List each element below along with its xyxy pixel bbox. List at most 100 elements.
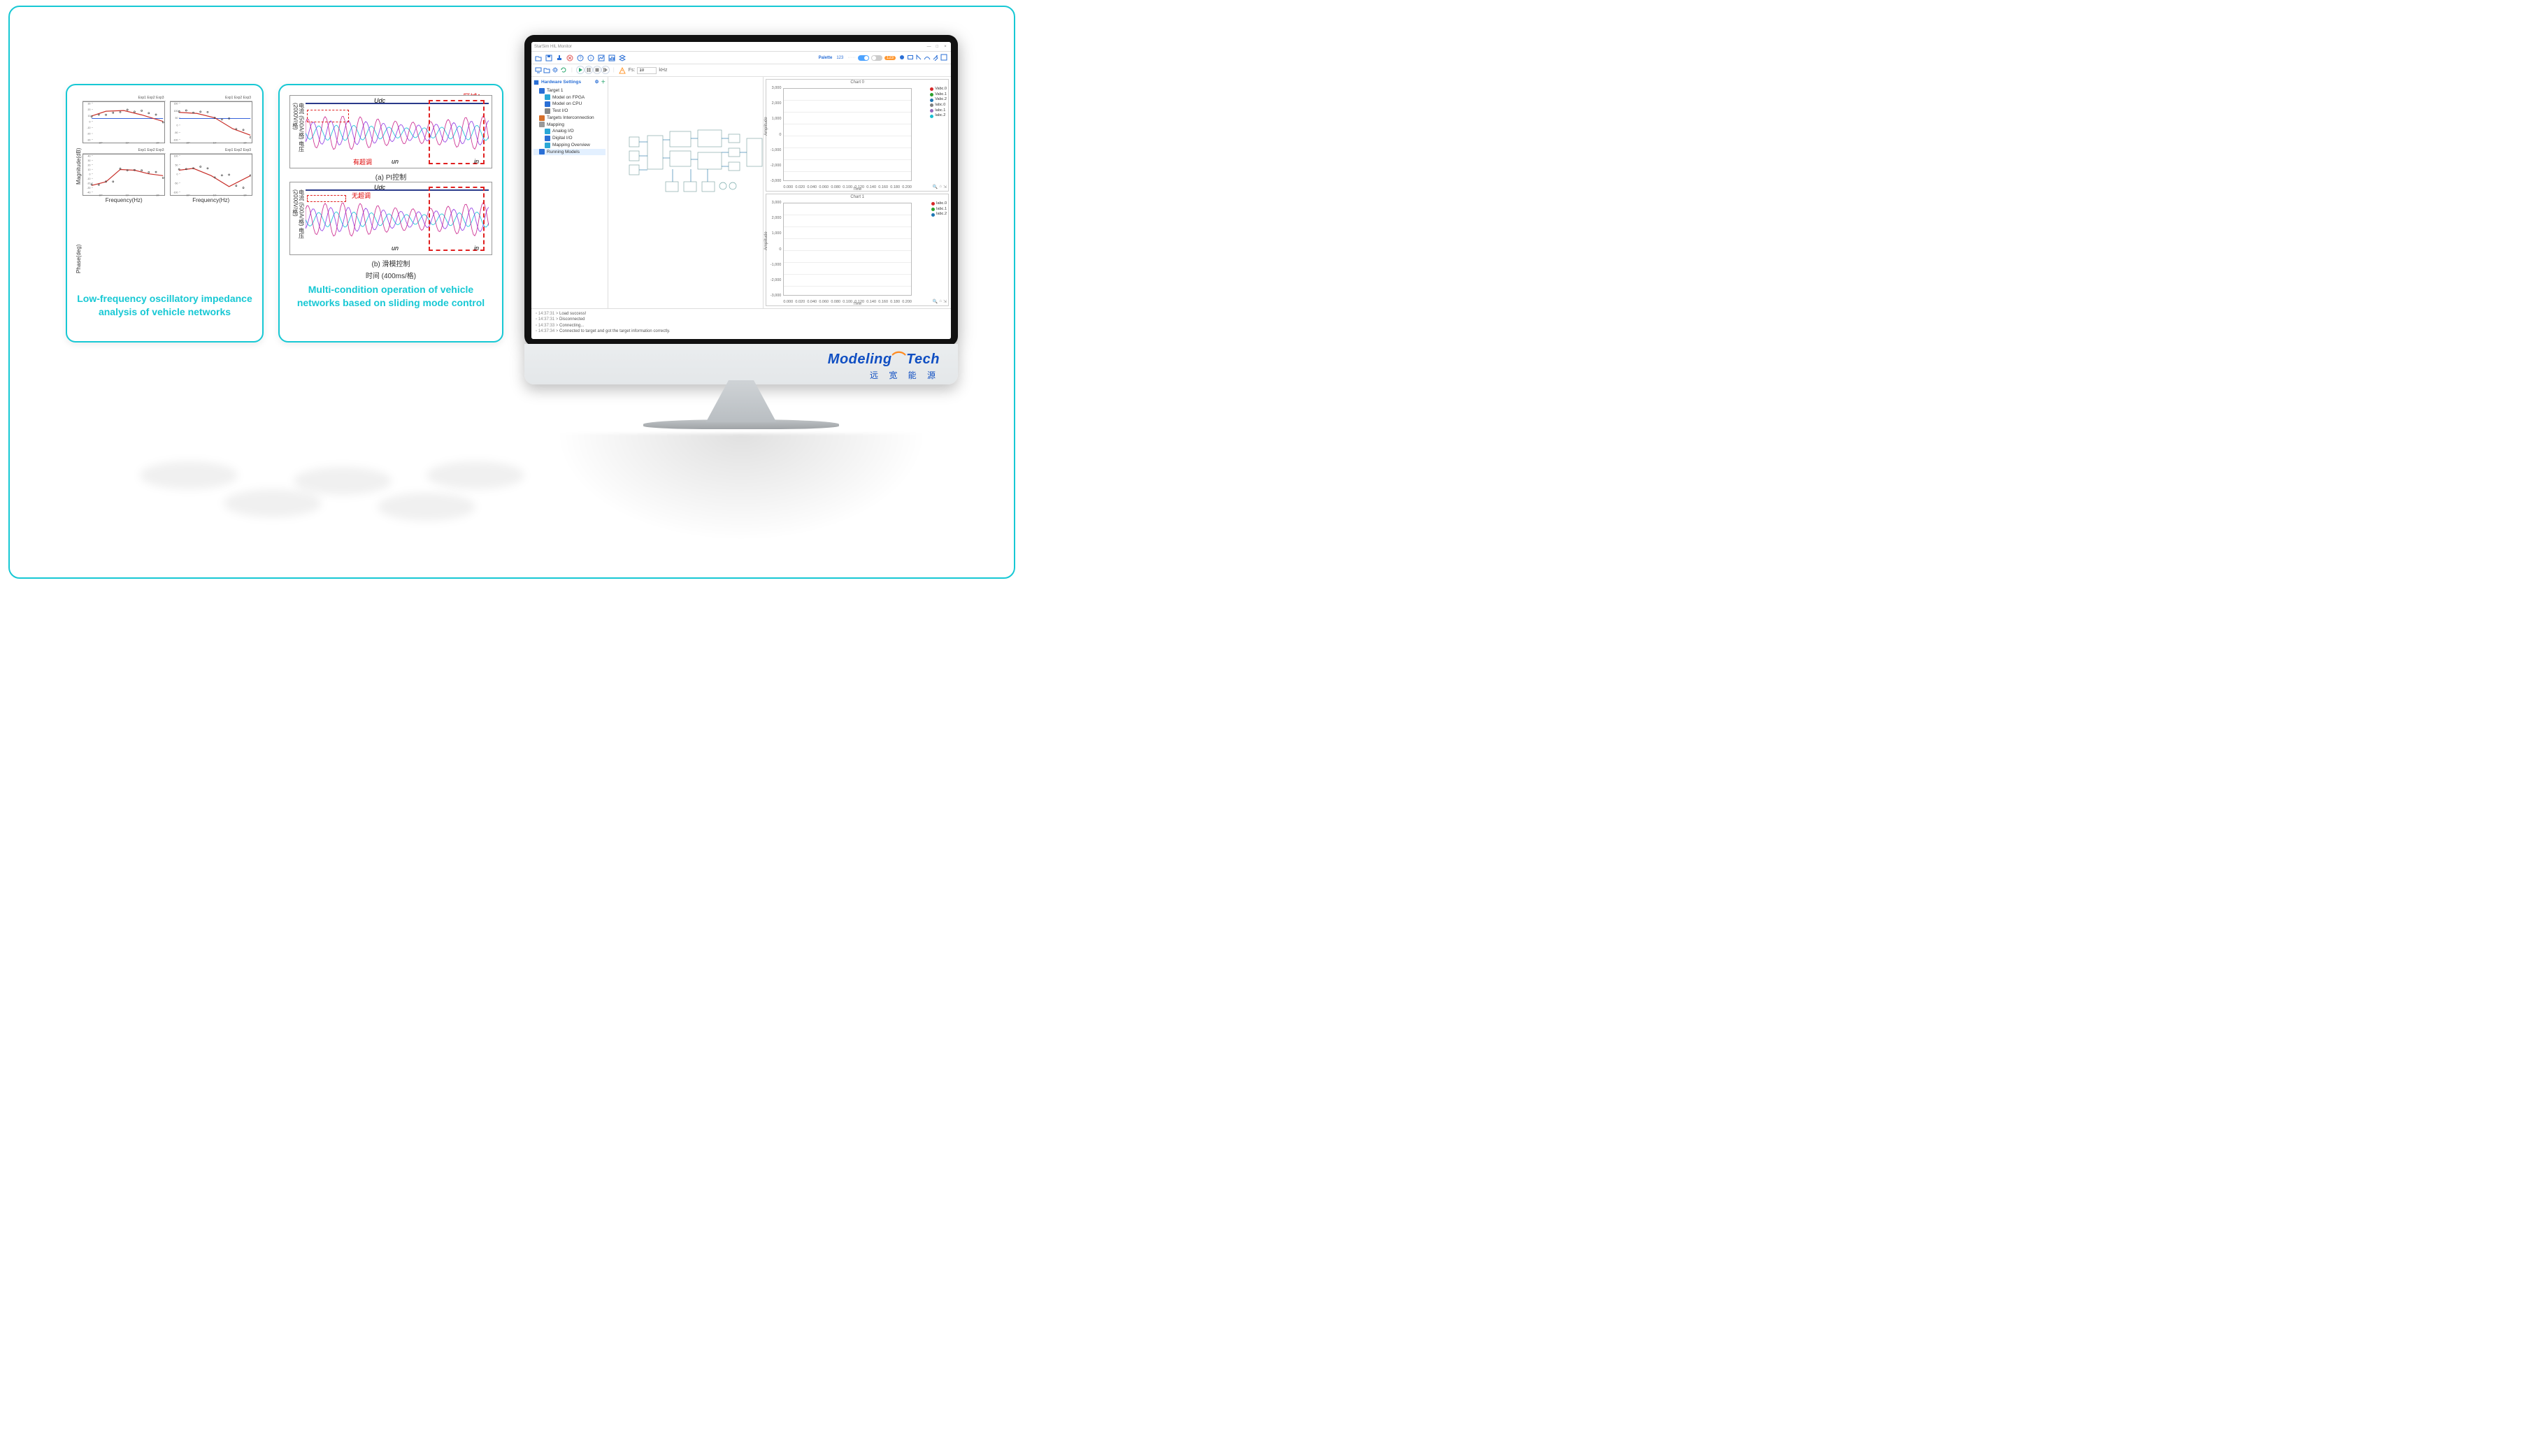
pause-icon[interactable] <box>585 66 593 74</box>
stamp-icon[interactable] <box>555 54 564 62</box>
annotate-icon[interactable] <box>931 53 940 62</box>
secondary-toolbar: | | Fs: kHz <box>531 64 951 77</box>
tree-item-mapping[interactable]: Mapping <box>533 122 606 129</box>
window-titlebar[interactable]: StarSim HIL Monitor — □ × <box>531 42 951 52</box>
main-area: Hardware Settings ⚙ ＋ Target 1Model on F… <box>531 77 951 308</box>
shadow-smudge <box>427 461 524 489</box>
scope-xlabel: Time <box>853 187 861 192</box>
warning-icon[interactable] <box>618 66 626 75</box>
console-log[interactable]: ▫ 14:37:31 > Load success!▫ 14:37:31 > D… <box>531 308 951 339</box>
scope-plot-area[interactable] <box>783 203 912 296</box>
legend-item[interactable]: Vabc.0 <box>930 87 947 92</box>
udc-label-b: Udc <box>374 184 385 191</box>
window-close-icon[interactable]: × <box>943 45 948 49</box>
yaxis-a: 电流 (500A/格) 电压 (2000V/格) <box>292 103 304 168</box>
chart-alt-icon[interactable] <box>608 54 616 62</box>
legend-item[interactable]: Iabc.2 <box>931 212 947 217</box>
scope-controls[interactable]: 🔍⌂⇲ <box>933 299 947 304</box>
legend-item[interactable]: Vabc.1 <box>930 92 947 98</box>
window-maximize-icon[interactable]: □ <box>934 45 940 49</box>
rect-icon[interactable] <box>906 53 915 62</box>
tree-gear-icon[interactable]: ⚙ <box>595 79 599 86</box>
maximize-icon[interactable] <box>940 53 948 62</box>
main-toolbar: ?i Palette 123 ····· 123 <box>531 52 951 64</box>
analog-icon <box>545 129 550 134</box>
svg-text:30: 30 <box>88 102 91 105</box>
layers-icon[interactable] <box>618 54 626 62</box>
gear-icon[interactable] <box>551 66 559 74</box>
legend-item[interactable]: Iabc.0 <box>930 103 947 108</box>
svg-text:10: 10 <box>88 115 91 117</box>
folder-icon[interactable] <box>543 66 551 74</box>
console-message: Connected to target and got the target i… <box>559 329 670 333</box>
tree-item-model-on-fpga[interactable]: Model on FPGA <box>533 94 606 101</box>
open-icon[interactable] <box>534 54 543 62</box>
digital-icon <box>545 136 550 141</box>
region-box-b <box>429 187 485 251</box>
fs-input[interactable] <box>637 67 657 74</box>
toolbar-divider: | <box>571 68 573 73</box>
save-icon[interactable] <box>545 54 553 62</box>
console-timestamp: ▫ 14:37:31 > <box>536 317 559 322</box>
toggle-switch-1[interactable] <box>858 55 869 61</box>
legend-item[interactable]: Iabc.2 <box>930 113 947 119</box>
dot-icon[interactable] <box>898 53 906 62</box>
link-icon <box>539 115 545 121</box>
svg-text:-100: -100 <box>173 191 178 194</box>
tree-item-label: Mapping Overview <box>552 142 590 149</box>
tree-item-target-1[interactable]: Target 1 <box>533 87 606 94</box>
tree-item-digital-i-o[interactable]: Digital I/O <box>533 135 606 142</box>
svg-text:150: 150 <box>173 102 178 105</box>
tree-item-mapping-overview[interactable]: Mapping Overview <box>533 142 606 149</box>
region-box-a <box>429 100 485 164</box>
shadow-smudge <box>224 489 322 517</box>
screen-icon[interactable] <box>534 66 543 74</box>
console-line: ▫ 14:37:33 > Connecting... <box>536 323 947 329</box>
legend-item[interactable]: Iabc.1 <box>931 207 947 212</box>
tree-item-test-i-o[interactable]: Test I/O <box>533 108 606 115</box>
tree-item-targets-interconnection[interactable]: Targets Interconnection <box>533 115 606 122</box>
angle-icon[interactable] <box>915 53 923 62</box>
step-icon[interactable] <box>601 66 610 74</box>
tree-add-icon[interactable]: ＋ <box>601 79 606 86</box>
hardware-tree[interactable]: Hardware Settings ⚙ ＋ Target 1Model on F… <box>531 77 608 308</box>
svg-text:10⁰: 10⁰ <box>99 194 103 197</box>
svg-text:20: 20 <box>88 164 91 166</box>
home-icon: ⌂ <box>939 185 942 189</box>
scope-plot-area[interactable] <box>783 88 912 181</box>
ylabel-phase: Phase(deg) <box>76 245 82 273</box>
tree-item-label: Test I/O <box>552 108 568 115</box>
svg-text:-10: -10 <box>87 178 90 180</box>
scope-chart-0[interactable]: Chart 0 Amplitude 3,0002,0001,0000-1,000… <box>766 79 949 192</box>
svg-text:10¹: 10¹ <box>213 142 217 145</box>
refresh-icon[interactable] <box>559 66 568 74</box>
tree-item-analog-i-o[interactable]: Analog I/O <box>533 128 606 135</box>
scope-controls[interactable]: 🔍⌂⇲ <box>933 185 947 189</box>
legend-item[interactable]: Iabc.1 <box>930 108 947 114</box>
tree-item-label: Targets Interconnection <box>547 115 594 122</box>
chip-icon <box>545 94 550 100</box>
console-line: ▫ 14:37:31 > Disconnected <box>536 317 947 322</box>
window-minimize-icon[interactable]: — <box>926 45 932 49</box>
un-label-b: un <box>392 245 399 252</box>
brand-text-b: Tech <box>906 352 940 367</box>
svg-text:-20: -20 <box>87 133 90 136</box>
legend-item[interactable]: Iabc.0 <box>931 201 947 207</box>
close-circle-icon[interactable] <box>566 54 574 62</box>
stop-icon[interactable] <box>593 66 601 74</box>
chart-icon[interactable] <box>597 54 606 62</box>
model-canvas[interactable] <box>608 77 764 308</box>
scope-chart-1[interactable]: Chart 1 Amplitude 3,0002,0001,0000-1,000… <box>766 194 949 306</box>
play-icon[interactable] <box>576 66 585 74</box>
info-icon[interactable]: i <box>587 54 595 62</box>
svg-text:0: 0 <box>89 120 90 123</box>
help-icon[interactable]: ? <box>576 54 585 62</box>
tree-item-running-models[interactable]: Running Models <box>533 149 606 156</box>
toggle-switch-2[interactable] <box>871 55 882 61</box>
legend-item[interactable]: Vabc.2 <box>930 97 947 103</box>
svg-text:10²: 10² <box>156 194 160 197</box>
scope-legend: Iabc.0Iabc.1Iabc.2 <box>931 201 947 217</box>
tree-item-model-on-cpu[interactable]: Model on CPU <box>533 101 606 108</box>
curve-icon[interactable] <box>923 53 931 62</box>
svg-text:10: 10 <box>88 168 91 171</box>
